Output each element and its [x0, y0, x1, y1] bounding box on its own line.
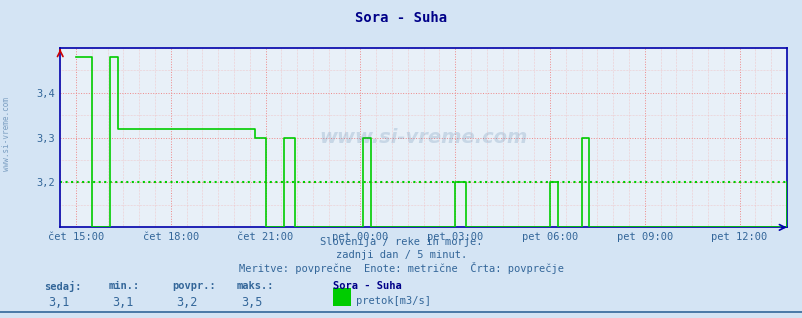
Text: Meritve: povprečne  Enote: metrične  Črta: povprečje: Meritve: povprečne Enote: metrične Črta:…: [239, 262, 563, 274]
Text: zadnji dan / 5 minut.: zadnji dan / 5 minut.: [335, 250, 467, 259]
Text: 3,1: 3,1: [112, 296, 134, 309]
Text: Sora - Suha: Sora - Suha: [333, 281, 402, 291]
Text: 3,5: 3,5: [241, 296, 262, 309]
Text: Sora - Suha: Sora - Suha: [355, 11, 447, 25]
Text: pretok[m3/s]: pretok[m3/s]: [355, 296, 430, 306]
Text: Slovenija / reke in morje.: Slovenija / reke in morje.: [320, 237, 482, 247]
Text: www.si-vreme.com: www.si-vreme.com: [319, 128, 527, 147]
Text: povpr.:: povpr.:: [172, 281, 216, 291]
Text: 3,1: 3,1: [48, 296, 70, 309]
Text: www.si-vreme.com: www.si-vreme.com: [2, 97, 11, 170]
Text: sedaj:: sedaj:: [44, 281, 82, 293]
Text: min.:: min.:: [108, 281, 140, 291]
Text: maks.:: maks.:: [237, 281, 274, 291]
Text: 3,2: 3,2: [176, 296, 198, 309]
